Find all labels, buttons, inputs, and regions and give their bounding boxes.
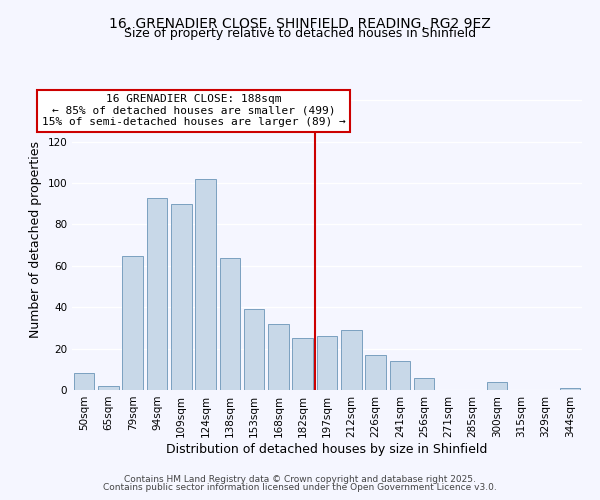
Y-axis label: Number of detached properties: Number of detached properties: [29, 142, 42, 338]
Bar: [292, 338, 313, 390]
Bar: [389, 361, 410, 390]
Bar: [317, 336, 337, 390]
Bar: [487, 382, 508, 390]
Bar: [171, 204, 191, 390]
Bar: [146, 198, 167, 390]
Text: 16 GRENADIER CLOSE: 188sqm
← 85% of detached houses are smaller (499)
15% of sem: 16 GRENADIER CLOSE: 188sqm ← 85% of deta…: [41, 94, 346, 128]
Bar: [560, 388, 580, 390]
Bar: [122, 256, 143, 390]
Bar: [414, 378, 434, 390]
Text: Contains public sector information licensed under the Open Government Licence v3: Contains public sector information licen…: [103, 484, 497, 492]
Bar: [74, 374, 94, 390]
Bar: [195, 179, 216, 390]
Text: Size of property relative to detached houses in Shinfield: Size of property relative to detached ho…: [124, 28, 476, 40]
Bar: [98, 386, 119, 390]
Bar: [268, 324, 289, 390]
X-axis label: Distribution of detached houses by size in Shinfield: Distribution of detached houses by size …: [166, 442, 488, 456]
Bar: [341, 330, 362, 390]
Bar: [220, 258, 240, 390]
Text: 16, GRENADIER CLOSE, SHINFIELD, READING, RG2 9EZ: 16, GRENADIER CLOSE, SHINFIELD, READING,…: [109, 18, 491, 32]
Bar: [244, 310, 265, 390]
Bar: [365, 355, 386, 390]
Text: Contains HM Land Registry data © Crown copyright and database right 2025.: Contains HM Land Registry data © Crown c…: [124, 475, 476, 484]
